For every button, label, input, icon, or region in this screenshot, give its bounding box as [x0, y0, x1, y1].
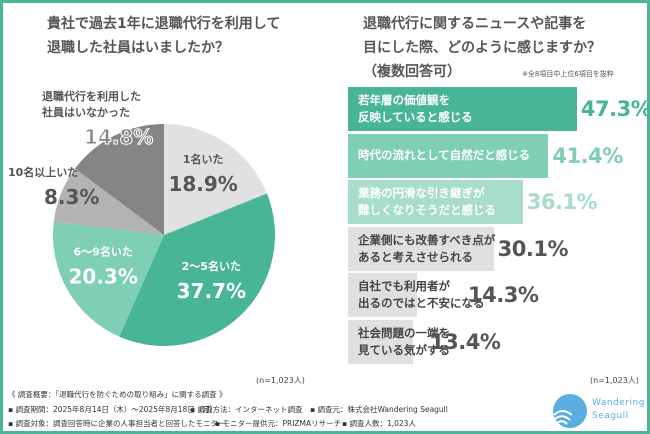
- pie-sample-size: (n=1,023人): [256, 376, 305, 385]
- bar: [348, 226, 494, 271]
- footer-count: ▪ 調査人数：1,023人: [342, 419, 416, 428]
- bar-label: 自社でも利用者が 出るのではと不安になる: [358, 279, 485, 310]
- bar-value: 41.4%: [552, 143, 623, 168]
- footer-target: ▪ 調査対象：調査回答時に企業の人事担当者と回答したモニター: [8, 419, 226, 428]
- bar-value: 36.1%: [526, 190, 598, 214]
- pie-slice: [75, 124, 164, 235]
- wandering-seagull-logo: [553, 394, 587, 428]
- bar: [348, 180, 523, 224]
- pie-slice-label: 1名いた: [183, 152, 224, 166]
- bar-value: 30.1%: [497, 236, 569, 261]
- bar: [348, 133, 549, 178]
- pie-slice-value: 8.3%: [44, 185, 99, 209]
- bar-sample-size: (n=1,023人): [590, 376, 639, 385]
- bar: [348, 273, 418, 317]
- pie-chart: 1名いた 18.9% 2〜5名いた 37.7% 6〜9名いた 20.3% 10名以上いた 8.…: [8, 89, 276, 347]
- pie-slice-label: 6〜9名いた: [74, 245, 133, 259]
- footer-heading: 《 調査概要：「退職代行を防ぐための取り組み」に関する調査 》: [8, 390, 227, 399]
- pie-slice: [53, 168, 164, 235]
- pie-slice: [53, 221, 164, 337]
- bar-label: 企業側にも改善すべき点が あると考えさせられる: [358, 232, 496, 264]
- logo-line2: Seagull: [592, 411, 629, 421]
- logo-line1: Wandering: [592, 398, 645, 408]
- pie-slice-label: 2〜5名いた: [182, 259, 241, 273]
- bar: [348, 87, 577, 131]
- footer-method: ▪ 調査方法：インターネット調査: [190, 405, 303, 414]
- pie-slice-value: 18.9%: [168, 172, 237, 196]
- pie-slice: [119, 193, 276, 347]
- bar-note: ※全8項目中上位6項目を抜粋: [522, 70, 614, 78]
- bar: [348, 319, 413, 364]
- footer-period: ▪ 調査期間：2025年8月14日（木）〜2025年8月18日（月）: [8, 405, 218, 414]
- logo-text: Wandering Seagull: [592, 397, 645, 423]
- bar-value: 47.3%: [580, 97, 650, 121]
- bar-label: 社会問題の一端を 見ている気がする: [358, 325, 450, 357]
- pie-slice-label: 社員はいなかった: [41, 105, 130, 119]
- bar-label: 時代の流れとして自然だと感じる: [358, 148, 531, 162]
- bar-question-title: 退職代行に関するニュースや記事を 目にした際、どのように感じますか？ （複数回答…: [363, 16, 601, 80]
- pie-question-title: 貴社で過去1年に退職代行を利用して 退職した社員はいましたか？: [47, 16, 281, 56]
- pie-slice-value: 37.7%: [177, 279, 246, 303]
- bar-value: 14.3%: [468, 283, 539, 307]
- footer-provider: ▪ モニター提供元：PRIZMAリサーチ: [215, 419, 342, 428]
- bar-value: 13.4%: [430, 329, 501, 354]
- pie-slice: [164, 124, 267, 235]
- pie-slice-label: 10名以上いた: [8, 165, 78, 179]
- pie-slice-value: 20.3%: [69, 265, 138, 289]
- bar-label: 業務の円滑な引き継ぎが 難しくなりそうだと感じる: [358, 186, 496, 217]
- pie-slice-label: 退職代行を利用した: [42, 89, 141, 103]
- pie-slice-value: 14.8%: [84, 125, 153, 149]
- footer-source: ▪ 調査元：株式会社Wandering Seagull: [310, 405, 448, 414]
- bar-label: 若年層の価値観を 反映していると感じる: [358, 93, 473, 124]
